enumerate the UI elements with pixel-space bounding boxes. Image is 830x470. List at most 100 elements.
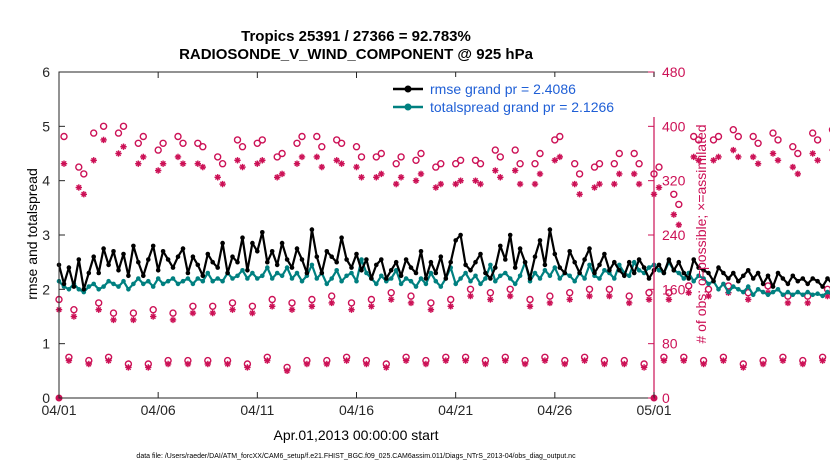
obs-possible-marker — [466, 285, 475, 293]
obs-assimilated-marker — [397, 174, 405, 181]
obs-assimilated-marker — [274, 174, 281, 181]
legend: rmse grand pr = 2.4086 totalspread grand… — [389, 77, 655, 117]
totalspread-point — [433, 278, 439, 284]
rmse-point — [66, 265, 72, 270]
obs-possible-marker — [114, 129, 123, 137]
obs-assimilated-marker — [804, 299, 811, 307]
obs-possible-marker — [208, 302, 217, 310]
totalspread-point — [274, 270, 280, 276]
obs-assimilated-marker — [700, 360, 707, 368]
obs-possible-marker — [551, 136, 559, 144]
obs-possible-marker — [333, 136, 341, 144]
totalspread-point — [136, 276, 141, 281]
totalspread-point — [547, 273, 553, 279]
obs-assimilated-marker — [566, 296, 573, 303]
rmse-point — [175, 254, 181, 259]
obs-assimilated-marker — [323, 360, 330, 368]
totalspread-point — [175, 281, 181, 287]
rmse-point — [309, 227, 315, 232]
totalspread-point — [701, 276, 706, 281]
totalspread-point — [299, 278, 305, 284]
rmse-point — [388, 268, 394, 273]
rmse-point — [393, 259, 399, 265]
obs-possible-marker — [357, 153, 366, 161]
y-left-tick-label: 4 — [42, 173, 50, 189]
totalspread-point — [795, 289, 801, 295]
totalspread-point — [736, 287, 741, 292]
rmse-point — [329, 254, 335, 259]
rmse-point — [503, 257, 508, 262]
rmse-point — [636, 257, 642, 262]
rmse-point — [428, 259, 434, 265]
obs-assimilated-marker — [145, 364, 152, 371]
legend-spread-marker — [404, 103, 412, 111]
obs-assimilated-marker — [437, 180, 444, 188]
rmse-point — [701, 268, 706, 273]
rmse-point — [339, 235, 344, 240]
obs-assimilated-marker — [660, 357, 668, 364]
totalspread-point — [572, 278, 577, 284]
totalspread-point — [557, 276, 563, 281]
obs-assimilated-marker — [507, 292, 514, 300]
obs-assimilated-marker — [452, 180, 459, 188]
rmse-point — [810, 276, 815, 281]
rmse-point — [254, 249, 260, 254]
rmse-point — [741, 273, 746, 279]
rmse-point — [155, 268, 161, 273]
rmse-point — [815, 278, 820, 284]
obs-assimilated-marker — [576, 191, 583, 198]
totalspread-point — [364, 270, 369, 276]
totalspread-point — [517, 273, 523, 279]
obs-possible-marker — [809, 129, 817, 137]
legend-rmse-label: rmse grand pr = 2.4086 — [430, 81, 576, 97]
obs-possible-marker — [372, 153, 380, 161]
rmse-point — [750, 276, 756, 281]
obs-possible-marker — [417, 149, 425, 158]
totalspread-point — [617, 262, 622, 268]
obs-possible-marker — [690, 132, 698, 141]
rmse-point — [458, 232, 463, 238]
obs-possible-marker — [566, 289, 574, 297]
obs-assimilated-marker — [442, 357, 449, 364]
rmse-point — [230, 254, 235, 259]
obs-possible-marker — [139, 132, 148, 141]
obs-assimilated-marker — [551, 157, 558, 164]
obs-assimilated-marker — [447, 303, 454, 310]
obs-assimilated-marker — [174, 153, 182, 161]
rmse-point — [760, 281, 766, 287]
obs-possible-marker — [397, 153, 405, 161]
rmse-point — [542, 262, 548, 268]
obs-possible-marker — [704, 285, 713, 293]
rmse-point — [825, 276, 830, 281]
obs-possible-marker — [179, 139, 187, 148]
rmse-point — [656, 262, 662, 268]
rmse-point — [567, 249, 572, 254]
obs-assimilated-marker — [784, 299, 792, 307]
obs-assimilated-marker — [368, 303, 375, 310]
totalspread-point — [190, 281, 196, 287]
rmse-point — [498, 243, 503, 249]
obs-assimilated-marker — [477, 180, 484, 188]
rmse-point — [488, 276, 493, 281]
totalspread-point — [91, 281, 96, 287]
obs-possible-marker — [729, 125, 737, 134]
obs-assimilated-marker — [393, 180, 400, 188]
obs-possible-marker — [486, 289, 495, 297]
obs-assimilated-marker — [264, 357, 271, 364]
totalspread-point — [760, 289, 766, 295]
rmse-point — [111, 249, 116, 254]
obs-assimilated-marker — [680, 357, 687, 364]
rmse-point — [800, 276, 806, 281]
rmse-point — [374, 262, 379, 268]
rmse-point — [398, 273, 404, 279]
y-right-tick-label: 480 — [662, 64, 686, 80]
rmse-point — [101, 246, 106, 251]
totalspread-point — [507, 276, 513, 281]
obs-assimilated-marker — [140, 153, 147, 161]
x-tick-label: 04/26 — [537, 402, 572, 418]
obs-assimilated-marker — [497, 174, 504, 181]
obs-assimilated-marker — [606, 292, 613, 300]
totalspread-point — [458, 276, 463, 281]
obs-possible-marker — [526, 295, 534, 304]
rmse-point — [790, 273, 796, 279]
